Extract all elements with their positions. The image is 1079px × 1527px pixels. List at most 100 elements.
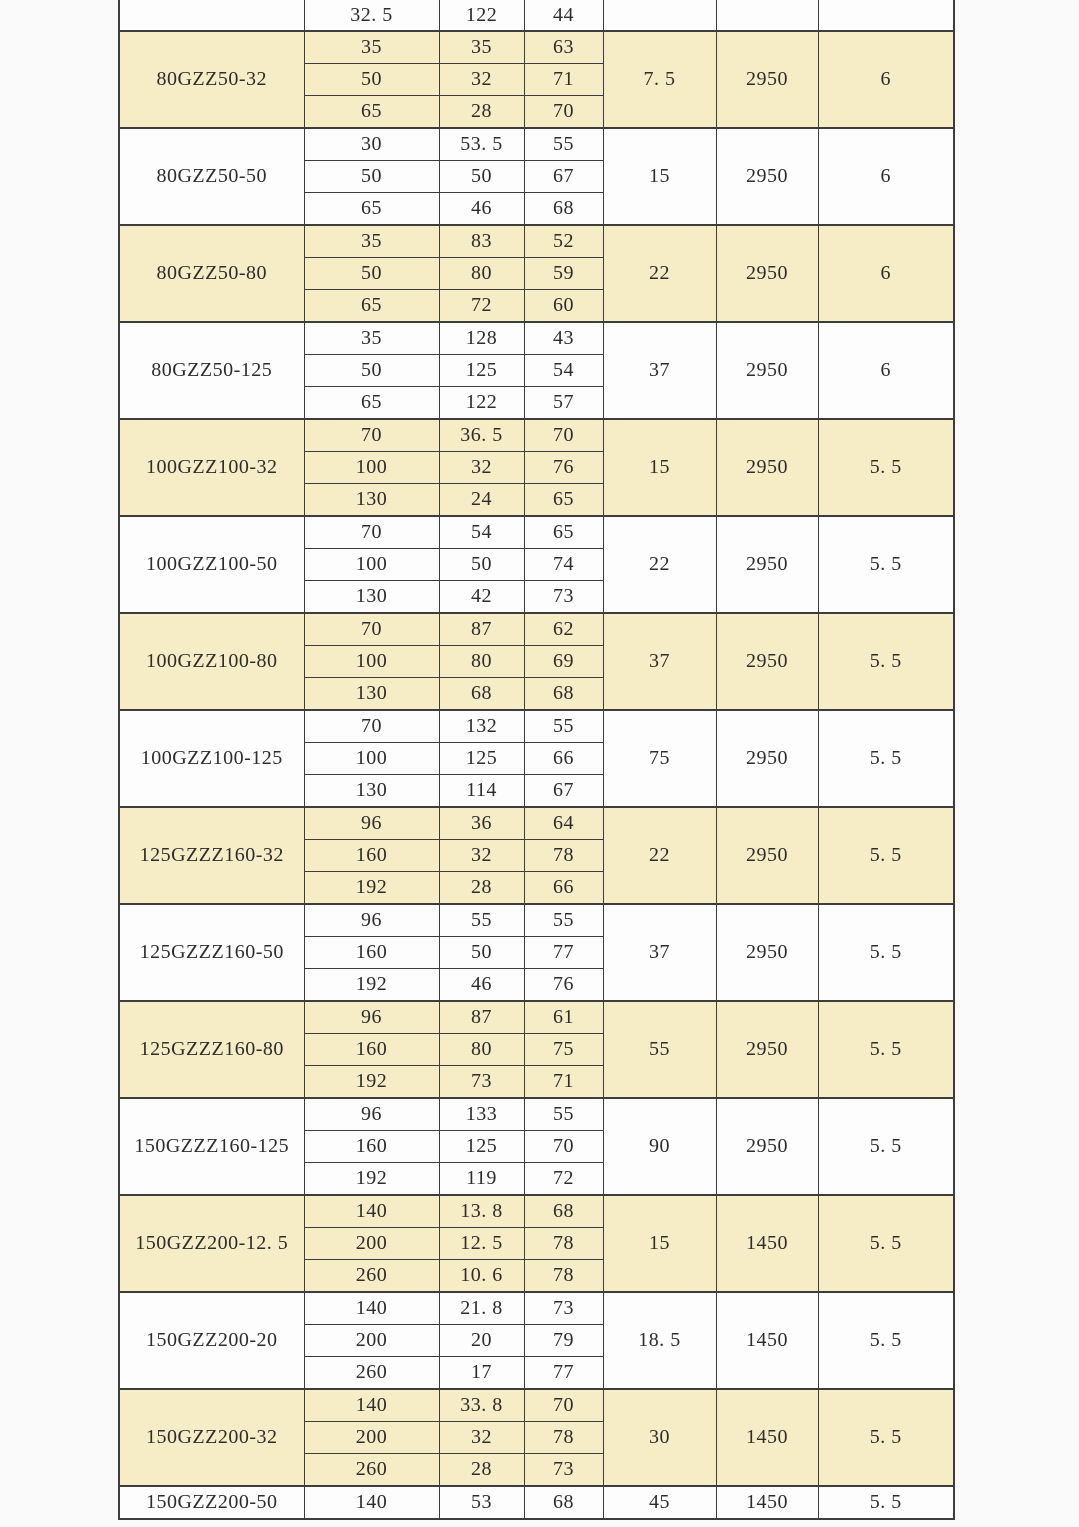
speed-cell xyxy=(715,0,819,32)
eff-cell: 55 xyxy=(523,1097,604,1131)
speed-cell: 2950 xyxy=(715,515,819,614)
head-cell: 53 xyxy=(438,1485,525,1520)
npsh-cell: 6 xyxy=(817,321,955,420)
speed-cell: 2950 xyxy=(715,30,819,129)
head-cell: 32 xyxy=(438,63,525,96)
flow-cell: 140 xyxy=(303,1485,440,1520)
eff-cell: 55 xyxy=(523,127,604,161)
head-cell: 33. 8 xyxy=(438,1388,525,1422)
speed-cell: 2950 xyxy=(715,709,819,808)
head-cell: 28 xyxy=(438,95,525,129)
table-row: 100 50 74 xyxy=(119,548,954,581)
head-cell: 20 xyxy=(438,1324,525,1357)
model-cell: 100GZZ100-50 xyxy=(118,515,305,614)
power-cell: 55 xyxy=(602,1000,717,1099)
flow-cell: 50 xyxy=(303,257,440,290)
flow-cell: 65 xyxy=(303,386,440,420)
eff-cell: 72 xyxy=(523,1162,604,1196)
table-row: 100 125 66 xyxy=(119,742,954,775)
power-cell: 22 xyxy=(602,806,717,905)
npsh-cell: 6 xyxy=(817,30,955,129)
flow-cell: 260 xyxy=(303,1356,440,1390)
speed-cell: 2950 xyxy=(715,903,819,1002)
flow-cell: 160 xyxy=(303,839,440,872)
speed-cell: 2950 xyxy=(715,1000,819,1099)
eff-cell: 71 xyxy=(523,1065,604,1099)
eff-cell: 78 xyxy=(523,1259,604,1293)
eff-cell: 77 xyxy=(523,936,604,969)
eff-cell: 78 xyxy=(523,1227,604,1260)
eff-cell: 44 xyxy=(523,0,604,32)
head-cell: 32 xyxy=(438,1421,525,1454)
head-cell: 28 xyxy=(438,871,525,905)
table-row: 100GZZ100-80 70 87 62 37 2950 5. 5 xyxy=(118,612,955,711)
eff-cell: 61 xyxy=(523,1000,604,1034)
table-row: 160 80 75 xyxy=(119,1033,954,1066)
table-row: 260 28 73 xyxy=(119,1453,954,1487)
eff-cell: 68 xyxy=(523,677,604,711)
speed-cell: 2950 xyxy=(715,418,819,517)
table-row: 160 50 77 xyxy=(119,936,954,969)
eff-cell: 65 xyxy=(523,483,604,517)
table-row: 50 80 59 xyxy=(119,257,954,290)
head-cell: 12. 5 xyxy=(438,1227,525,1260)
model-cell xyxy=(118,0,305,32)
model-cell: 150GZZ200-50 xyxy=(118,1485,305,1520)
table-row: 200 32 78 xyxy=(119,1421,954,1454)
table-row: 200 12. 5 78 xyxy=(119,1227,954,1260)
eff-cell: 66 xyxy=(523,742,604,775)
eff-cell: 70 xyxy=(523,418,604,452)
eff-cell: 76 xyxy=(523,968,604,1002)
npsh-cell: 5. 5 xyxy=(817,903,955,1002)
head-cell: 50 xyxy=(438,160,525,193)
flow-cell: 70 xyxy=(303,515,440,549)
power-cell xyxy=(602,0,717,32)
head-cell: 50 xyxy=(438,548,525,581)
model-cell: 80GZZ50-125 xyxy=(118,321,305,420)
table-row: 65 122 57 xyxy=(119,386,954,420)
eff-cell: 52 xyxy=(523,224,604,258)
head-cell: 83 xyxy=(438,224,525,258)
npsh-cell: 5. 5 xyxy=(817,1485,955,1520)
head-cell: 42 xyxy=(438,580,525,614)
model-cell: 150GZZ200-20 xyxy=(118,1291,305,1390)
eff-cell: 78 xyxy=(523,839,604,872)
speed-cell: 1450 xyxy=(715,1291,819,1390)
table-row: 260 17 77 xyxy=(119,1356,954,1390)
eff-cell: 54 xyxy=(523,354,604,387)
table-row: 150GZZ200-50 140 53 68 45 1450 5. 5 xyxy=(118,1485,955,1520)
eff-cell: 64 xyxy=(523,806,604,840)
flow-cell: 65 xyxy=(303,192,440,226)
table-row: 200 20 79 xyxy=(119,1324,954,1357)
flow-cell: 100 xyxy=(303,548,440,581)
eff-cell: 73 xyxy=(523,580,604,614)
head-cell: 50 xyxy=(438,936,525,969)
model-cell: 150GZZ200-12. 5 xyxy=(118,1194,305,1293)
npsh-cell: 5. 5 xyxy=(817,1194,955,1293)
table-row: 192 73 71 xyxy=(119,1065,954,1099)
model-cell: 80GZZ50-32 xyxy=(118,30,305,129)
npsh-cell: 5. 5 xyxy=(817,1291,955,1390)
head-cell: 24 xyxy=(438,483,525,517)
eff-cell: 70 xyxy=(523,1130,604,1163)
eff-cell: 69 xyxy=(523,645,604,678)
flow-cell: 96 xyxy=(303,903,440,937)
table-row: 125GZZZ160-80 96 87 61 55 2950 5. 5 xyxy=(118,1000,955,1099)
flow-cell: 100 xyxy=(303,451,440,484)
flow-cell: 130 xyxy=(303,677,440,711)
head-cell: 87 xyxy=(438,612,525,646)
flow-cell: 160 xyxy=(303,936,440,969)
flow-cell: 50 xyxy=(303,160,440,193)
power-cell: 37 xyxy=(602,612,717,711)
flow-cell: 200 xyxy=(303,1227,440,1260)
table-body: 32. 5 122 44 80GZZ50-32 35 35 63 7. 5 2950 6 50 32 7… xyxy=(118,0,955,1520)
flow-cell: 65 xyxy=(303,95,440,129)
head-cell: 73 xyxy=(438,1065,525,1099)
npsh-cell: 5. 5 xyxy=(817,1388,955,1487)
head-cell: 128 xyxy=(438,321,525,355)
table-row: 80GZZ50-32 35 35 63 7. 5 2950 6 xyxy=(118,30,955,129)
npsh-cell: 5. 5 xyxy=(817,1000,955,1099)
head-cell: 46 xyxy=(438,968,525,1002)
flow-cell: 140 xyxy=(303,1194,440,1228)
head-cell: 119 xyxy=(438,1162,525,1196)
